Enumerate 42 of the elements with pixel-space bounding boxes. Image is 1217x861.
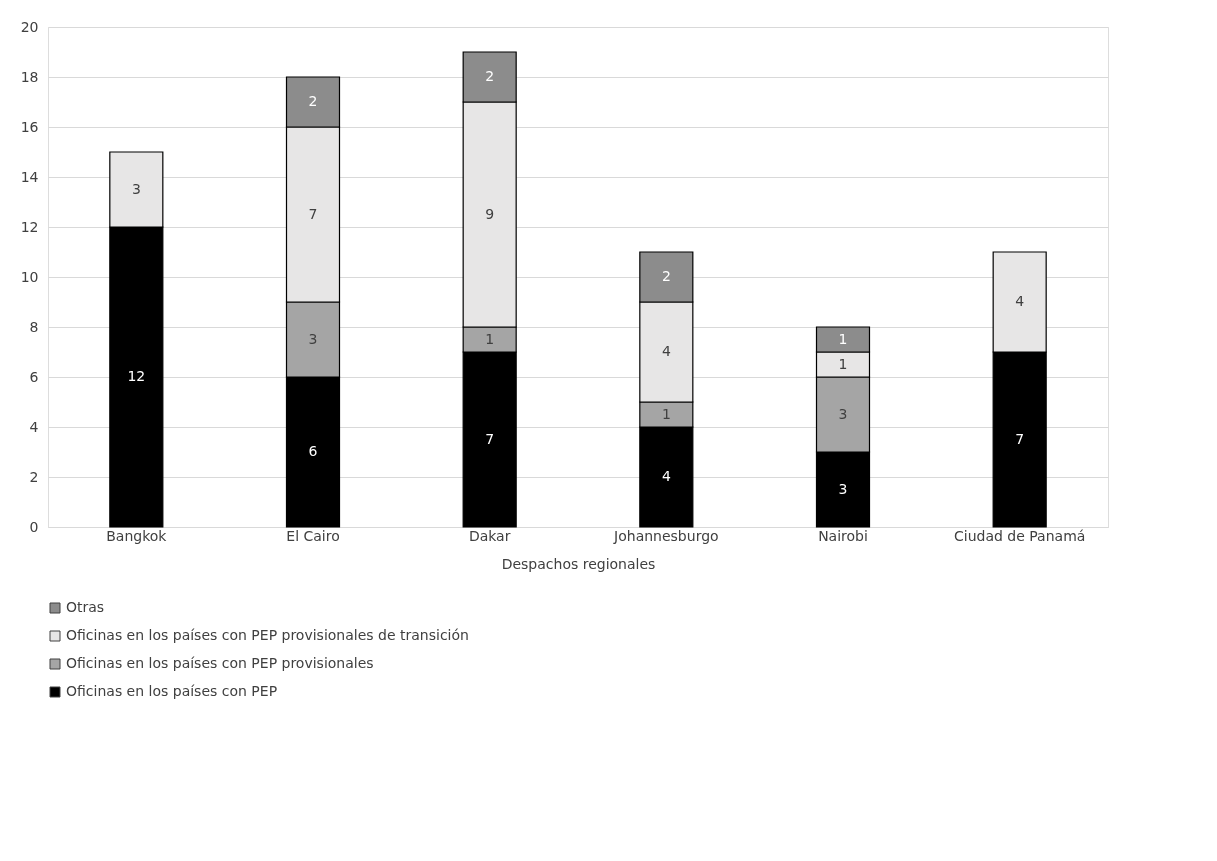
y-tick-label: 18 bbox=[20, 68, 39, 85]
data-label: 2 bbox=[308, 93, 318, 109]
data-label: 1 bbox=[661, 405, 671, 422]
data-label: 3 bbox=[838, 405, 848, 422]
data-label: 9 bbox=[485, 205, 495, 222]
x-tick-label: Bangkok bbox=[106, 527, 168, 544]
data-label: 7 bbox=[485, 430, 495, 447]
legend-label: Otras bbox=[66, 599, 105, 615]
y-tick-label: 8 bbox=[29, 318, 39, 335]
y-tick-label: 20 bbox=[20, 18, 39, 35]
data-label: 4 bbox=[661, 468, 671, 484]
data-label: 3 bbox=[838, 480, 848, 497]
legend-label: Oficinas en los países con PEP provisionales de transición bbox=[66, 627, 469, 643]
y-tick-label: 2 bbox=[29, 468, 39, 485]
data-label: 1 bbox=[838, 330, 848, 347]
data-label: 12 bbox=[127, 368, 146, 384]
y-tick-label: 12 bbox=[20, 218, 39, 235]
y-tick-label: 14 bbox=[20, 168, 39, 185]
legend-label: Oficinas en los países con PEP provisionales bbox=[66, 655, 374, 671]
data-label: 2 bbox=[661, 268, 671, 284]
y-tick-label: 16 bbox=[20, 118, 39, 135]
legend-label: Oficinas en los países con PEP bbox=[66, 683, 278, 699]
x-tick-label: Ciudad de Panamá bbox=[953, 527, 1086, 544]
y-tick-label: 0 bbox=[29, 518, 39, 535]
data-label: 4 bbox=[1015, 293, 1025, 309]
x-tick-label: Nairobi bbox=[818, 527, 868, 544]
y-tick-label: 6 bbox=[29, 368, 39, 385]
data-label: 1 bbox=[485, 330, 495, 347]
data-label: 7 bbox=[1015, 430, 1025, 447]
data-label: 6 bbox=[308, 443, 318, 459]
x-axis-title: Despachos regionales bbox=[501, 555, 656, 572]
data-label: 2 bbox=[485, 68, 495, 84]
y-tick-label: 4 bbox=[29, 418, 39, 435]
data-label: 3 bbox=[131, 180, 141, 197]
x-tick-label: Johannesburgo bbox=[613, 527, 719, 544]
data-label: 7 bbox=[308, 205, 318, 222]
data-label: 3 bbox=[308, 330, 318, 347]
x-tick-label: Dakar bbox=[468, 527, 511, 544]
data-label: 4 bbox=[661, 343, 671, 359]
x-tick-label: El Cairo bbox=[286, 527, 340, 544]
data-label: 1 bbox=[838, 355, 848, 372]
y-tick-label: 10 bbox=[20, 268, 39, 285]
